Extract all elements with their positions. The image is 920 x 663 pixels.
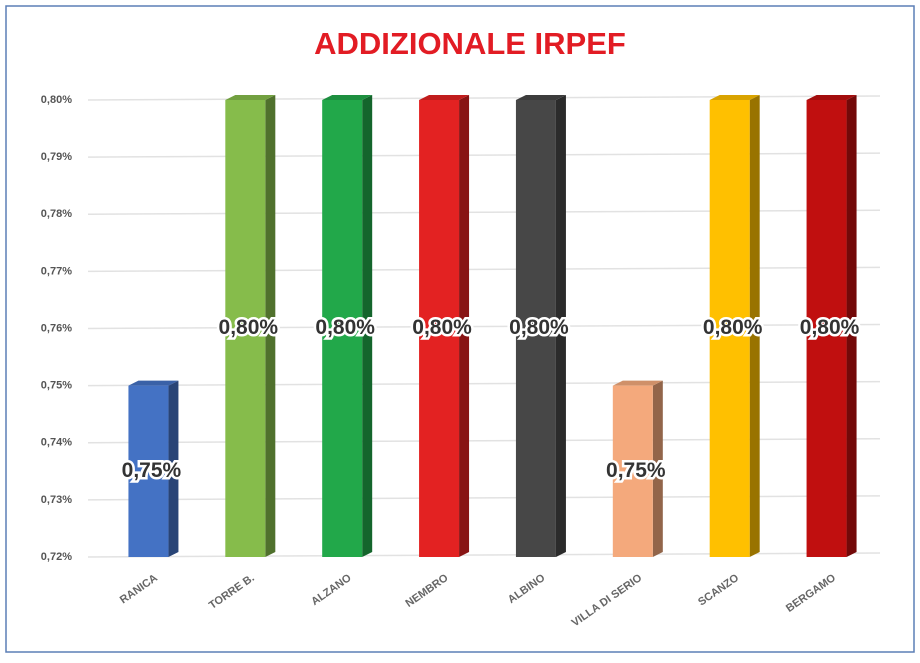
bar-top	[322, 95, 373, 100]
y-tick-label: 0,73%	[41, 494, 72, 506]
data-label: 0,80%	[800, 316, 860, 339]
bar-side	[362, 95, 373, 557]
chart-title: ADDIZIONALE IRPEF	[314, 26, 626, 61]
bar-top	[709, 95, 760, 100]
data-label: 0,75%	[122, 459, 182, 482]
data-label: 0,80%	[219, 316, 279, 339]
bar-top	[806, 95, 857, 100]
data-label: 0,80%	[509, 316, 569, 339]
bar-top	[612, 380, 663, 386]
y-tick-label: 0,78%	[41, 208, 72, 220]
bar-side	[168, 380, 179, 557]
y-tick-label: 0,80%	[41, 94, 72, 106]
bar-side	[846, 95, 857, 557]
bar	[515, 100, 556, 557]
data-label: 0,80%	[412, 316, 472, 339]
bar-side	[555, 95, 566, 557]
data-label: 0,80%	[703, 316, 763, 339]
bar-top	[515, 95, 566, 100]
y-tick-label: 0,74%	[41, 437, 72, 449]
bar-top	[225, 95, 276, 100]
bar	[806, 100, 847, 557]
data-label: 0,75%	[606, 459, 666, 482]
bar-side	[652, 380, 663, 557]
bar-side	[265, 95, 276, 557]
y-tick-label: 0,79%	[41, 151, 72, 163]
bar	[709, 100, 750, 557]
bar	[419, 100, 460, 557]
y-tick-label: 0,77%	[41, 265, 72, 277]
y-tick-label: 0,75%	[41, 380, 72, 392]
bar-top	[128, 380, 179, 386]
bar	[225, 100, 266, 557]
bar	[128, 385, 169, 557]
data-label: 0,80%	[315, 316, 375, 339]
y-tick-label: 0,72%	[41, 551, 72, 563]
bar	[612, 385, 653, 557]
bar	[322, 100, 363, 557]
bar-side	[459, 95, 470, 557]
bar-side	[749, 95, 760, 557]
y-tick-label: 0,76%	[41, 322, 72, 334]
bar-top	[419, 95, 470, 100]
